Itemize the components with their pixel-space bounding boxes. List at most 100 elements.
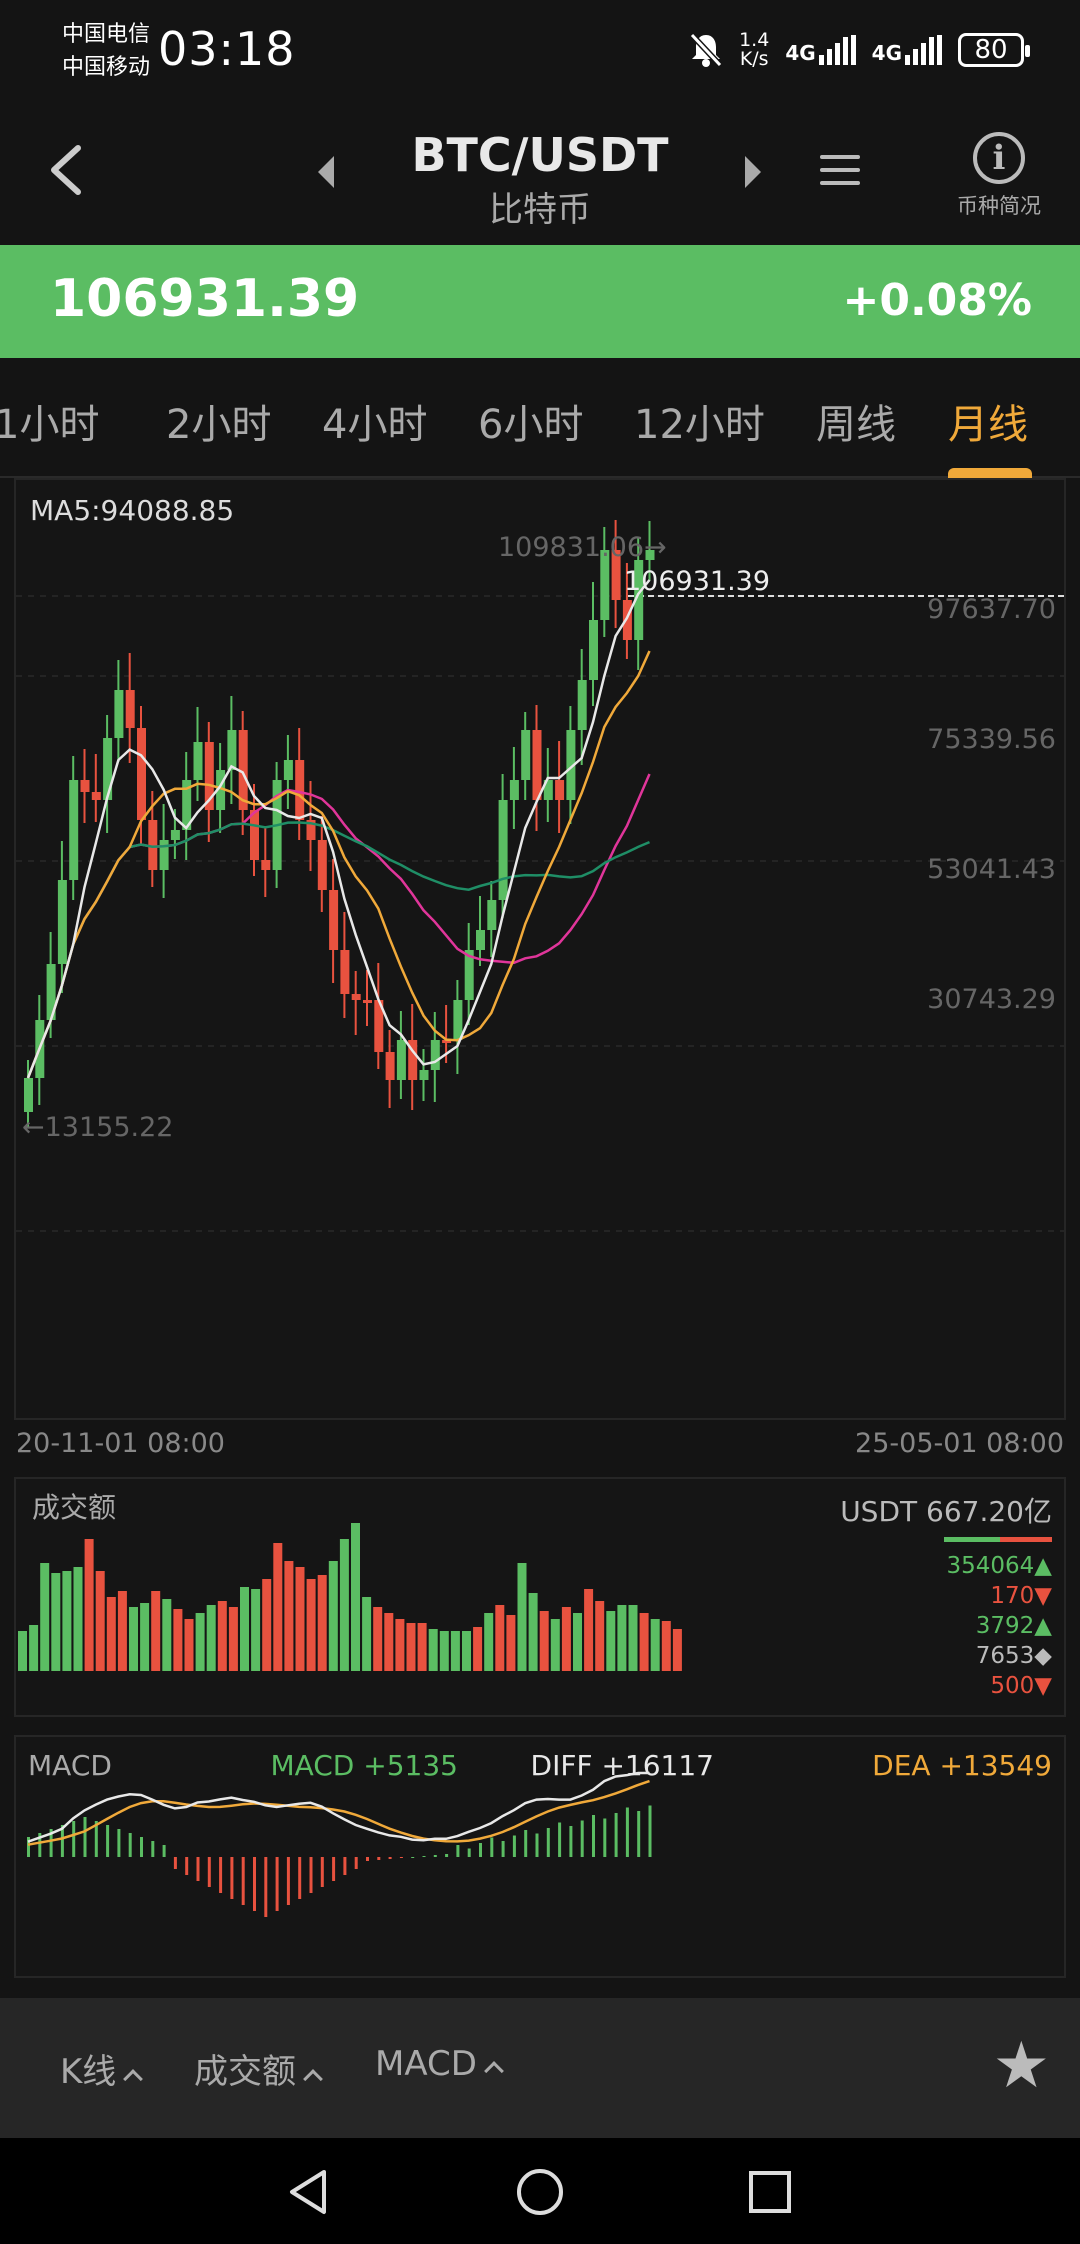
carrier-1: 中国电信 <box>62 22 151 47</box>
macd-histogram-bar <box>117 1829 121 1857</box>
volume-chart[interactable]: 成交额 USDT 667.20亿 354064▲ 170▼ 3792▲ 7653… <box>16 1479 1064 1715</box>
candle-body <box>306 820 316 840</box>
kline-chart[interactable]: MA5:94088.85 106931.39 109831.06→ ←13155… <box>16 480 1064 1418</box>
volume-bar <box>473 1627 483 1671</box>
nav-recents-icon[interactable] <box>744 2166 796 2218</box>
favorite-star-icon[interactable]: ★ <box>992 2029 1050 2103</box>
volume-bar <box>295 1567 305 1671</box>
candle-body <box>57 880 67 964</box>
tab-weekly[interactable]: 周线 <box>816 402 896 448</box>
macd-indicator-button[interactable]: MACD <box>375 2044 504 2084</box>
macd-histogram-bar <box>490 1837 494 1857</box>
volume-bar <box>484 1613 494 1671</box>
volume-indicator-button[interactable]: 成交额 <box>194 2044 323 2093</box>
volume-bar <box>450 1631 460 1671</box>
macd-chart[interactable]: MACD MACD +5135 DIFF +16117 DEA +13549 <box>16 1737 1064 1976</box>
kline-indicator-button[interactable]: K线 <box>60 2044 144 2093</box>
volume-stat: 354064▲ <box>947 1553 1053 1579</box>
nav-home-icon[interactable] <box>514 2166 566 2218</box>
candle-body <box>622 600 632 640</box>
info-icon[interactable]: i <box>973 132 1025 184</box>
candle-body <box>532 730 542 800</box>
volume-bar <box>306 1579 316 1671</box>
kline-chart-panel[interactable]: MA5:94088.85 106931.39 109831.06→ ←13155… <box>14 478 1066 1420</box>
macd-histogram-bar <box>38 1833 42 1857</box>
macd-histogram-bar <box>524 1830 528 1857</box>
candle-body <box>170 830 180 840</box>
tab-6h[interactable]: 6小时 <box>478 402 584 448</box>
price-bar: 106931.39 +0.08% <box>0 245 1080 358</box>
chart-end-time: 25-05-01 08:00 <box>855 1428 1064 1459</box>
macd-histogram-bar <box>49 1829 53 1857</box>
volume-bar <box>117 1591 127 1671</box>
candle-body <box>430 1040 440 1070</box>
macd-histogram-bar <box>512 1835 516 1857</box>
macd-histogram-bar <box>580 1820 584 1857</box>
candle-body <box>408 1040 418 1080</box>
volume-bar <box>284 1561 294 1671</box>
volume-bar <box>462 1631 471 1671</box>
volume-bar <box>650 1619 660 1671</box>
volume-bar <box>273 1543 283 1671</box>
candle-body <box>216 770 226 810</box>
price-change: +0.08% <box>842 275 1032 326</box>
tab-4h[interactable]: 4小时 <box>322 402 428 448</box>
volume-bar <box>672 1629 682 1671</box>
candle-body <box>577 680 587 730</box>
info-label[interactable]: 币种简况 <box>957 194 1041 218</box>
previous-pair-icon[interactable] <box>318 156 334 188</box>
candle-body <box>261 860 271 870</box>
candle-body <box>80 780 90 792</box>
macd-panel[interactable]: MACD MACD +5135 DIFF +16117 DEA +13549 <box>14 1735 1066 1978</box>
volume-bar <box>517 1563 527 1671</box>
macd-histogram-bar <box>320 1857 324 1887</box>
candle-body <box>645 550 655 560</box>
menu-icon[interactable] <box>820 155 860 187</box>
candle-body <box>329 890 339 950</box>
kline-indicator-label: K线 <box>60 2052 117 2092</box>
volume-bar <box>428 1629 438 1671</box>
tab-2h[interactable]: 2小时 <box>166 402 272 448</box>
macd-histogram-bar <box>546 1828 550 1857</box>
volume-panel[interactable]: 成交额 USDT 667.20亿 354064▲ 170▼ 3792▲ 7653… <box>14 1477 1066 1717</box>
candle-body <box>204 742 214 810</box>
signal-1: 4G <box>785 35 856 65</box>
volume-bar <box>617 1605 627 1671</box>
volume-bar <box>595 1601 605 1671</box>
macd-histogram-bar <box>241 1857 245 1905</box>
network-type-1: 4G <box>785 41 816 65</box>
volume-stat: 7653◆ <box>976 1643 1053 1669</box>
volume-bar <box>550 1619 560 1671</box>
header: BTC/USDT 比特币 i 币种简况 <box>0 100 1080 245</box>
tab-1h[interactable]: 1小时 <box>0 402 100 448</box>
candle-body <box>238 730 248 810</box>
macd-histogram-bar <box>558 1822 562 1857</box>
volume-bar <box>328 1561 338 1671</box>
candle-body <box>250 810 259 860</box>
candle-body <box>464 950 474 1000</box>
candle-body <box>498 800 508 900</box>
volume-bar <box>62 1571 72 1671</box>
status-icons: 1.4 K/s 4G 4G 80 <box>689 26 1030 74</box>
candle-body <box>521 730 531 780</box>
candle-body <box>487 900 497 930</box>
tab-monthly[interactable]: 月线 <box>948 402 1028 448</box>
price-tick: 97637.70 <box>927 594 1056 625</box>
candle-body <box>137 728 146 820</box>
tab-12h[interactable]: 12小时 <box>634 402 765 448</box>
macd-histogram-bar <box>60 1825 64 1857</box>
candle-body <box>317 840 327 890</box>
nav-back-icon[interactable] <box>282 2166 334 2218</box>
volume-bar <box>573 1613 582 1671</box>
volume-bar <box>628 1605 638 1671</box>
next-pair-icon[interactable] <box>745 156 761 188</box>
chevron-up-icon <box>123 2069 144 2089</box>
volume-bar <box>251 1589 261 1671</box>
macd-histogram-bar <box>637 1811 641 1857</box>
volume-bar <box>228 1607 238 1671</box>
macd-histogram-bar <box>151 1841 155 1857</box>
volume-bar <box>639 1613 649 1671</box>
back-arrow-icon[interactable] <box>40 140 100 200</box>
candle-body <box>193 742 203 780</box>
candle-body <box>351 994 361 1000</box>
